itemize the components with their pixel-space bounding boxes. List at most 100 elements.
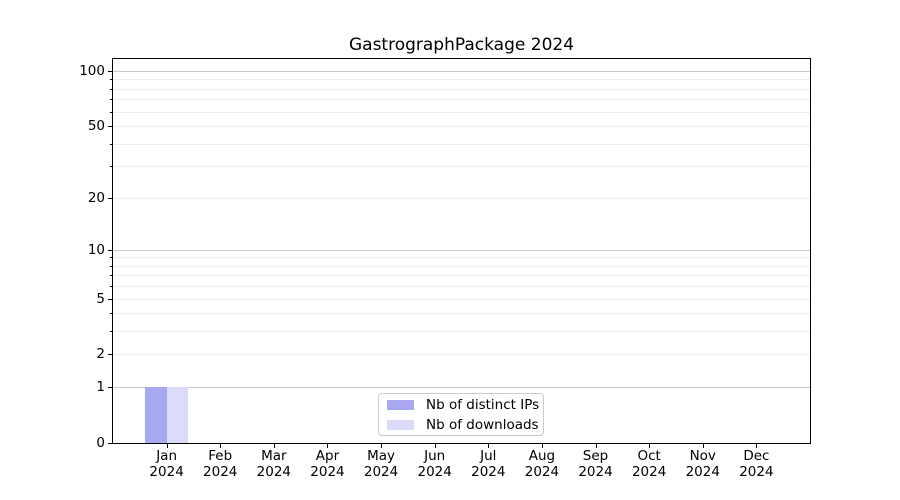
x-tick-label: Sep 2024	[564, 448, 628, 480]
y-minor-tick-mark	[110, 143, 112, 145]
x-tick-month: Mar	[261, 448, 287, 464]
x-tick-mark	[541, 444, 543, 448]
chart-title: GastrographPackage 2024	[348, 35, 575, 55]
y-minor-gridline	[113, 79, 810, 81]
x-tick-mark	[327, 444, 329, 448]
y-minor-tick-mark	[110, 79, 112, 81]
legend-item-distinct-ips: Nb of distinct IPs	[379, 397, 543, 413]
x-tick-month: Aug	[528, 448, 556, 464]
x-tick-label: Apr 2024	[295, 448, 359, 480]
x-tick-year: 2024	[471, 463, 506, 480]
x-tick-mark	[756, 444, 758, 448]
y-minor-tick-mark	[110, 313, 112, 315]
y-minor-gridline	[113, 143, 810, 145]
y-minor-tick-mark	[110, 99, 112, 101]
y-tick-mark	[108, 249, 112, 251]
legend-swatch-downloads	[387, 419, 414, 430]
x-tick-label: May 2024	[349, 448, 413, 480]
y-gridline-1	[113, 387, 810, 389]
x-tick-label: Feb 2024	[188, 448, 252, 480]
y-tick-label: 100	[79, 62, 105, 79]
y-minor-tick-mark	[110, 275, 112, 277]
y-minor-gridline	[113, 313, 810, 315]
x-tick-label: Jan 2024	[135, 448, 199, 480]
x-tick-label: Oct 2024	[617, 448, 681, 480]
legend: Nb of distinct IPs Nb of downloads	[378, 393, 544, 436]
x-tick-year: 2024	[685, 463, 720, 480]
x-tick-label: Nov 2024	[671, 448, 735, 480]
x-tick-mark	[166, 444, 168, 448]
x-tick-mark	[273, 444, 275, 448]
x-tick-month: May	[367, 448, 396, 464]
x-tick-month: Jul	[480, 448, 497, 464]
y-tick-label: 1	[96, 379, 105, 396]
plot-area	[112, 58, 811, 444]
x-tick-year: 2024	[256, 463, 292, 480]
y-gridline-2	[113, 354, 810, 356]
x-tick-month: Oct	[637, 448, 661, 464]
y-tick-label: 20	[87, 189, 105, 206]
x-tick-year: 2024	[149, 463, 184, 480]
x-tick-month: Jun	[424, 448, 446, 464]
x-tick-year: 2024	[417, 463, 452, 480]
x-tick-label: Mar 2024	[242, 448, 306, 480]
x-tick-year: 2024	[363, 463, 399, 480]
y-tick-label: 5	[96, 290, 105, 307]
x-tick-year: 2024	[578, 463, 613, 480]
x-tick-label: Jun 2024	[403, 448, 467, 480]
y-minor-gridline	[113, 331, 810, 333]
y-gridline-5	[113, 298, 810, 300]
y-minor-gridline	[113, 88, 810, 90]
x-tick-month: Feb	[208, 448, 233, 464]
legend-label-distinct-ips: Nb of distinct IPs	[426, 396, 540, 413]
x-tick-label: Aug 2024	[510, 448, 574, 480]
legend-item-downloads: Nb of downloads	[379, 417, 543, 433]
legend-swatch-distinct-ips	[387, 399, 414, 410]
y-minor-tick-mark	[110, 286, 112, 288]
y-minor-gridline	[113, 275, 810, 277]
x-tick-label: Dec 2024	[724, 448, 788, 480]
y-tick-label: 0	[96, 435, 105, 451]
x-tick-year: 2024	[631, 463, 667, 480]
y-gridline-100	[113, 70, 810, 72]
y-minor-tick-mark	[110, 111, 112, 113]
y-gridline-10	[113, 249, 810, 251]
x-tick-month: Nov	[689, 448, 716, 464]
y-tick-mark	[108, 354, 112, 356]
y-tick-label: 2	[96, 346, 105, 363]
legend-label-downloads: Nb of downloads	[426, 416, 539, 433]
x-tick-mark	[488, 444, 490, 448]
y-minor-gridline	[113, 265, 810, 267]
y-tick-label: 10	[87, 241, 105, 258]
bar-Jan-Nb of distinct IPs	[145, 387, 167, 443]
x-tick-month: Apr	[315, 448, 340, 464]
x-tick-month: Dec	[743, 448, 770, 464]
x-tick-year: 2024	[739, 463, 774, 480]
y-tick-mark	[108, 197, 112, 199]
x-tick-label: Jul 2024	[456, 448, 520, 480]
y-gridline-50	[113, 125, 810, 127]
x-tick-mark	[220, 444, 222, 448]
y-tick-mark	[108, 70, 112, 72]
x-tick-mark	[649, 444, 651, 448]
x-tick-month: Sep	[582, 448, 609, 464]
y-tick-mark	[108, 443, 112, 444]
y-tick-mark	[108, 387, 112, 389]
x-tick-mark	[595, 444, 597, 448]
x-tick-month: Jan	[156, 448, 178, 464]
y-tick-mark	[108, 125, 112, 127]
y-minor-gridline	[113, 99, 810, 101]
y-minor-tick-mark	[110, 331, 112, 333]
y-minor-gridline	[113, 166, 810, 168]
y-minor-gridline	[113, 111, 810, 113]
y-minor-gridline	[113, 286, 810, 288]
y-tick-label: 50	[87, 117, 105, 134]
x-tick-year: 2024	[524, 463, 560, 480]
y-gridline-20	[113, 197, 810, 199]
bar-Jan-Nb of downloads	[166, 387, 189, 443]
x-tick-mark	[702, 444, 704, 448]
x-tick-year: 2024	[310, 463, 345, 480]
x-tick-mark	[381, 444, 383, 448]
y-minor-tick-mark	[110, 88, 112, 90]
